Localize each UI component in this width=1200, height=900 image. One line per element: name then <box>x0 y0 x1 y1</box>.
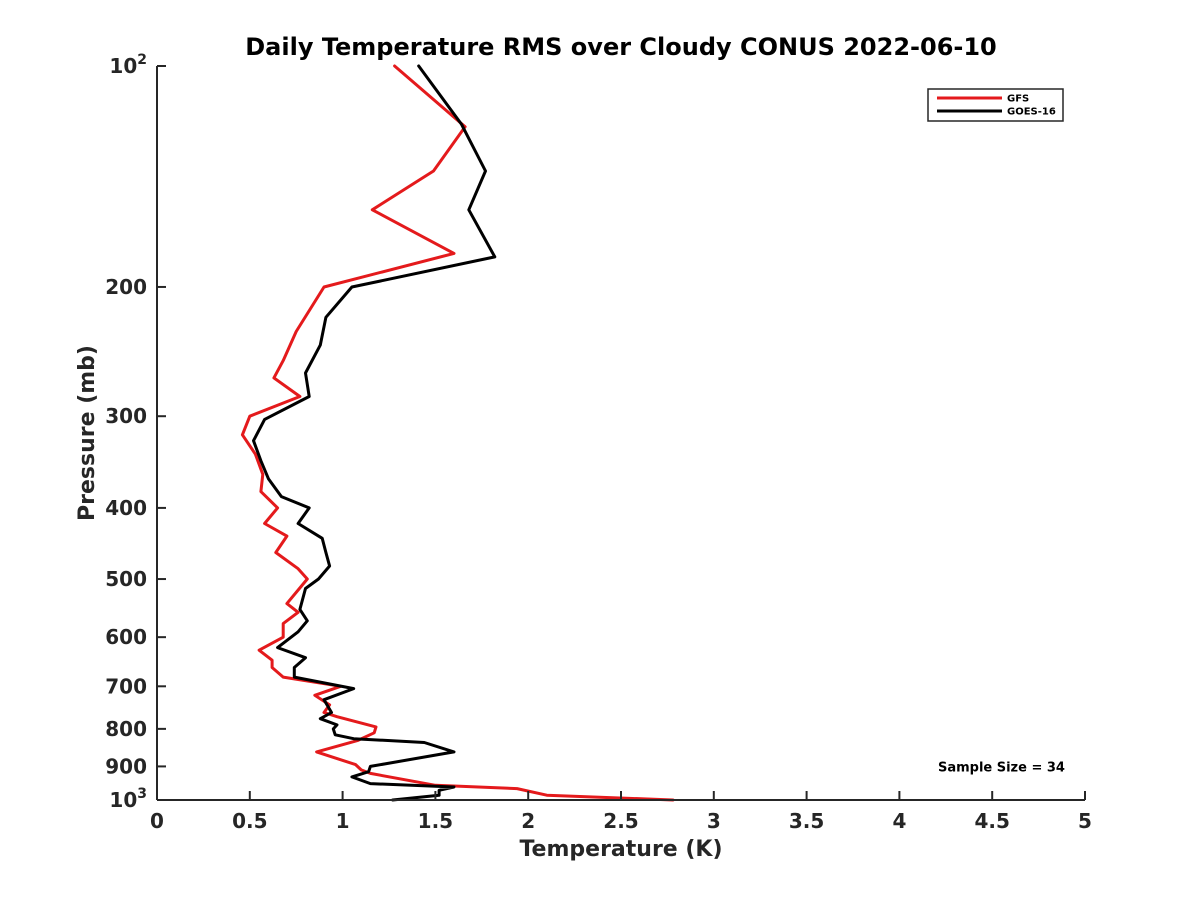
chart-title: Daily Temperature RMS over Cloudy CONUS … <box>245 33 997 61</box>
x-tick-label: 3.5 <box>789 809 824 833</box>
x-tick-label: 2.5 <box>603 809 638 833</box>
sample-size-annotation: Sample Size = 34 <box>938 760 1065 775</box>
x-tick-label: 0.5 <box>232 809 267 833</box>
legend-label-goes-16: GOES-16 <box>1007 107 1056 118</box>
y-tick-label: 400 <box>105 496 147 520</box>
y-tick-label: 102 <box>109 52 147 78</box>
y-tick-label: 800 <box>105 717 147 741</box>
y-tick-label: 200 <box>105 275 147 299</box>
x-axis-title: Temperature (K) <box>519 837 722 862</box>
y-axis-title: Pressure (mb) <box>75 345 100 521</box>
x-axis-ticks: 0 0.5 1 1.5 2 2.5 3 3.5 4 4.5 5 <box>150 791 1092 833</box>
x-tick-label: 2 <box>521 809 535 833</box>
y-tick-label: 500 <box>105 567 147 591</box>
y-axis-ticks: 102 200 300 400 500 600 700 800 900 103 <box>105 52 166 812</box>
x-tick-label: 4 <box>892 809 906 833</box>
y-tick-label: 900 <box>105 754 147 778</box>
x-tick-label: 1 <box>336 809 350 833</box>
legend-label-gfs: GFS <box>1007 94 1029 105</box>
x-tick-label: 0 <box>150 809 164 833</box>
x-tick-label: 1.5 <box>418 809 453 833</box>
plot-lines <box>240 64 675 802</box>
x-tick-label: 4.5 <box>974 809 1009 833</box>
y-tick-label: 300 <box>105 404 147 428</box>
x-tick-label: 5 <box>1078 809 1092 833</box>
y-tick-label: 600 <box>105 625 147 649</box>
x-tick-label: 3 <box>707 809 721 833</box>
legend: GFS GOES-16 <box>927 88 1064 122</box>
series-line-goes-16 <box>252 64 497 802</box>
series-line-gfs <box>240 64 675 802</box>
axes <box>156 66 1085 801</box>
y-tick-label: 700 <box>105 674 147 698</box>
legend-box <box>927 88 1064 122</box>
y-tick-label: 103 <box>109 786 147 812</box>
